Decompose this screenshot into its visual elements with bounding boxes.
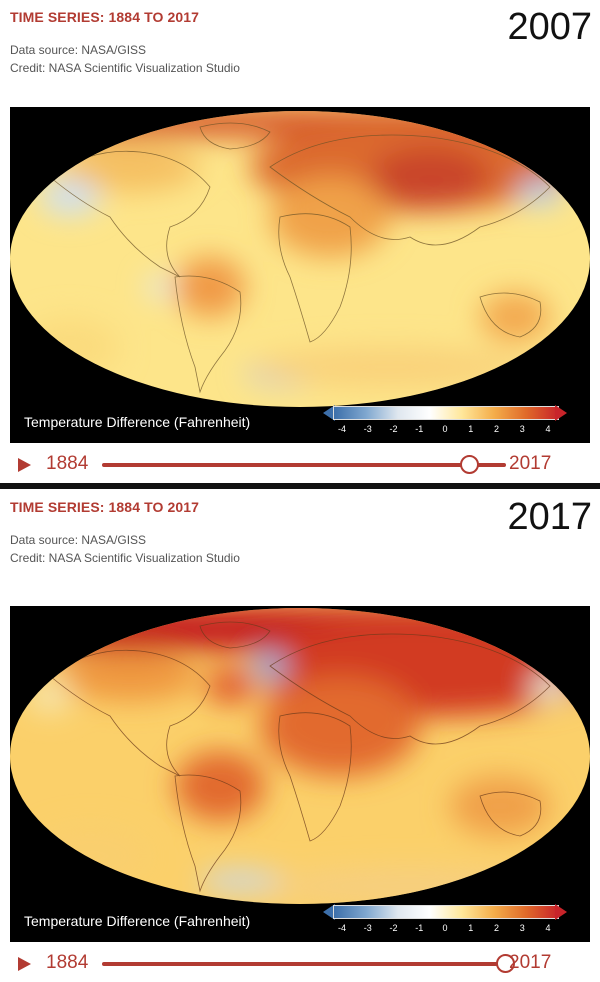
timeline-slider-track[interactable] xyxy=(102,463,506,467)
timeline-end-label: 2017 xyxy=(509,952,552,973)
timeline-end-label: 2017 xyxy=(509,453,552,474)
legend-tick: 0 xyxy=(442,923,448,933)
credit-text: Credit: NASA Scientific Visualization St… xyxy=(10,551,240,565)
timeline-slider-handle[interactable] xyxy=(496,954,515,973)
legend-tick: -4 xyxy=(337,424,346,434)
year-label: 2007 xyxy=(507,6,592,48)
legend-tick: -2 xyxy=(389,923,398,933)
legend-tick: 4 xyxy=(545,923,551,933)
legend-arrow-left-icon xyxy=(323,405,335,421)
data-source-text: Data source: NASA/GISS xyxy=(10,43,147,57)
map-panel-2007: TIME SERIES: 1884 TO 2017 Data source: N… xyxy=(0,0,600,484)
legend-tick: 2 xyxy=(494,923,500,933)
temperature-map: Temperature Difference (Fahrenheit) -4 -… xyxy=(10,606,590,942)
legend-color-scale xyxy=(333,406,559,420)
continent-outlines xyxy=(49,621,551,893)
color-legend: -4 -3 -2 -1 0 1 2 3 4 xyxy=(323,404,567,438)
timeline-controls: 1884 2017 xyxy=(0,451,600,479)
legend-color-scale xyxy=(333,905,559,919)
series-title: TIME SERIES: 1884 TO 2017 xyxy=(10,9,199,25)
data-source: Data source: NASA/GISS Credit: NASA Scie… xyxy=(10,531,240,567)
legend-tick: 2 xyxy=(494,424,500,434)
credit-text: Credit: NASA Scientific Visualization St… xyxy=(10,61,240,75)
play-icon[interactable] xyxy=(18,458,31,472)
timeline-start-label: 1884 xyxy=(46,453,89,474)
timeline-start-label: 1884 xyxy=(46,952,89,973)
color-legend: -4 -3 -2 -1 0 1 2 3 4 xyxy=(323,903,567,937)
legend-tick: 1 xyxy=(468,923,474,933)
legend-tick: -2 xyxy=(389,424,398,434)
legend-label: Temperature Difference (Fahrenheit) xyxy=(24,913,251,929)
temperature-map: Temperature Difference (Fahrenheit) -4 -… xyxy=(10,107,590,443)
legend-arrow-right-icon xyxy=(555,904,567,920)
timeline-slider-handle[interactable] xyxy=(459,455,479,474)
legend-tick: -4 xyxy=(337,923,346,933)
data-source-text: Data source: NASA/GISS xyxy=(10,533,147,547)
legend-tick: -3 xyxy=(363,424,372,434)
year-label: 2017 xyxy=(507,496,592,538)
legend-ticks: -4 -3 -2 -1 0 1 2 3 4 xyxy=(333,424,557,436)
legend-tick: -1 xyxy=(415,424,424,434)
legend-tick: -1 xyxy=(415,923,424,933)
continent-outlines xyxy=(49,122,551,394)
play-icon[interactable] xyxy=(18,957,31,971)
legend-arrow-right-icon xyxy=(555,405,567,421)
panel-divider xyxy=(0,483,600,489)
timeline-slider-track[interactable] xyxy=(102,962,506,966)
series-title: TIME SERIES: 1884 TO 2017 xyxy=(10,499,199,515)
world-map-graphic xyxy=(10,606,590,942)
legend-tick: 1 xyxy=(468,424,474,434)
legend-label: Temperature Difference (Fahrenheit) xyxy=(24,414,251,430)
legend-tick: 3 xyxy=(519,424,525,434)
legend-tick: 3 xyxy=(519,923,525,933)
legend-ticks: -4 -3 -2 -1 0 1 2 3 4 xyxy=(333,923,557,935)
data-source: Data source: NASA/GISS Credit: NASA Scie… xyxy=(10,41,240,77)
legend-tick: 4 xyxy=(545,424,551,434)
legend-arrow-left-icon xyxy=(323,904,335,920)
map-panel-2017: TIME SERIES: 1884 TO 2017 Data source: N… xyxy=(0,490,600,982)
legend-tick: -3 xyxy=(363,923,372,933)
legend-tick: 0 xyxy=(442,424,448,434)
world-map-graphic xyxy=(10,107,590,443)
timeline-controls: 1884 2017 xyxy=(0,950,600,978)
